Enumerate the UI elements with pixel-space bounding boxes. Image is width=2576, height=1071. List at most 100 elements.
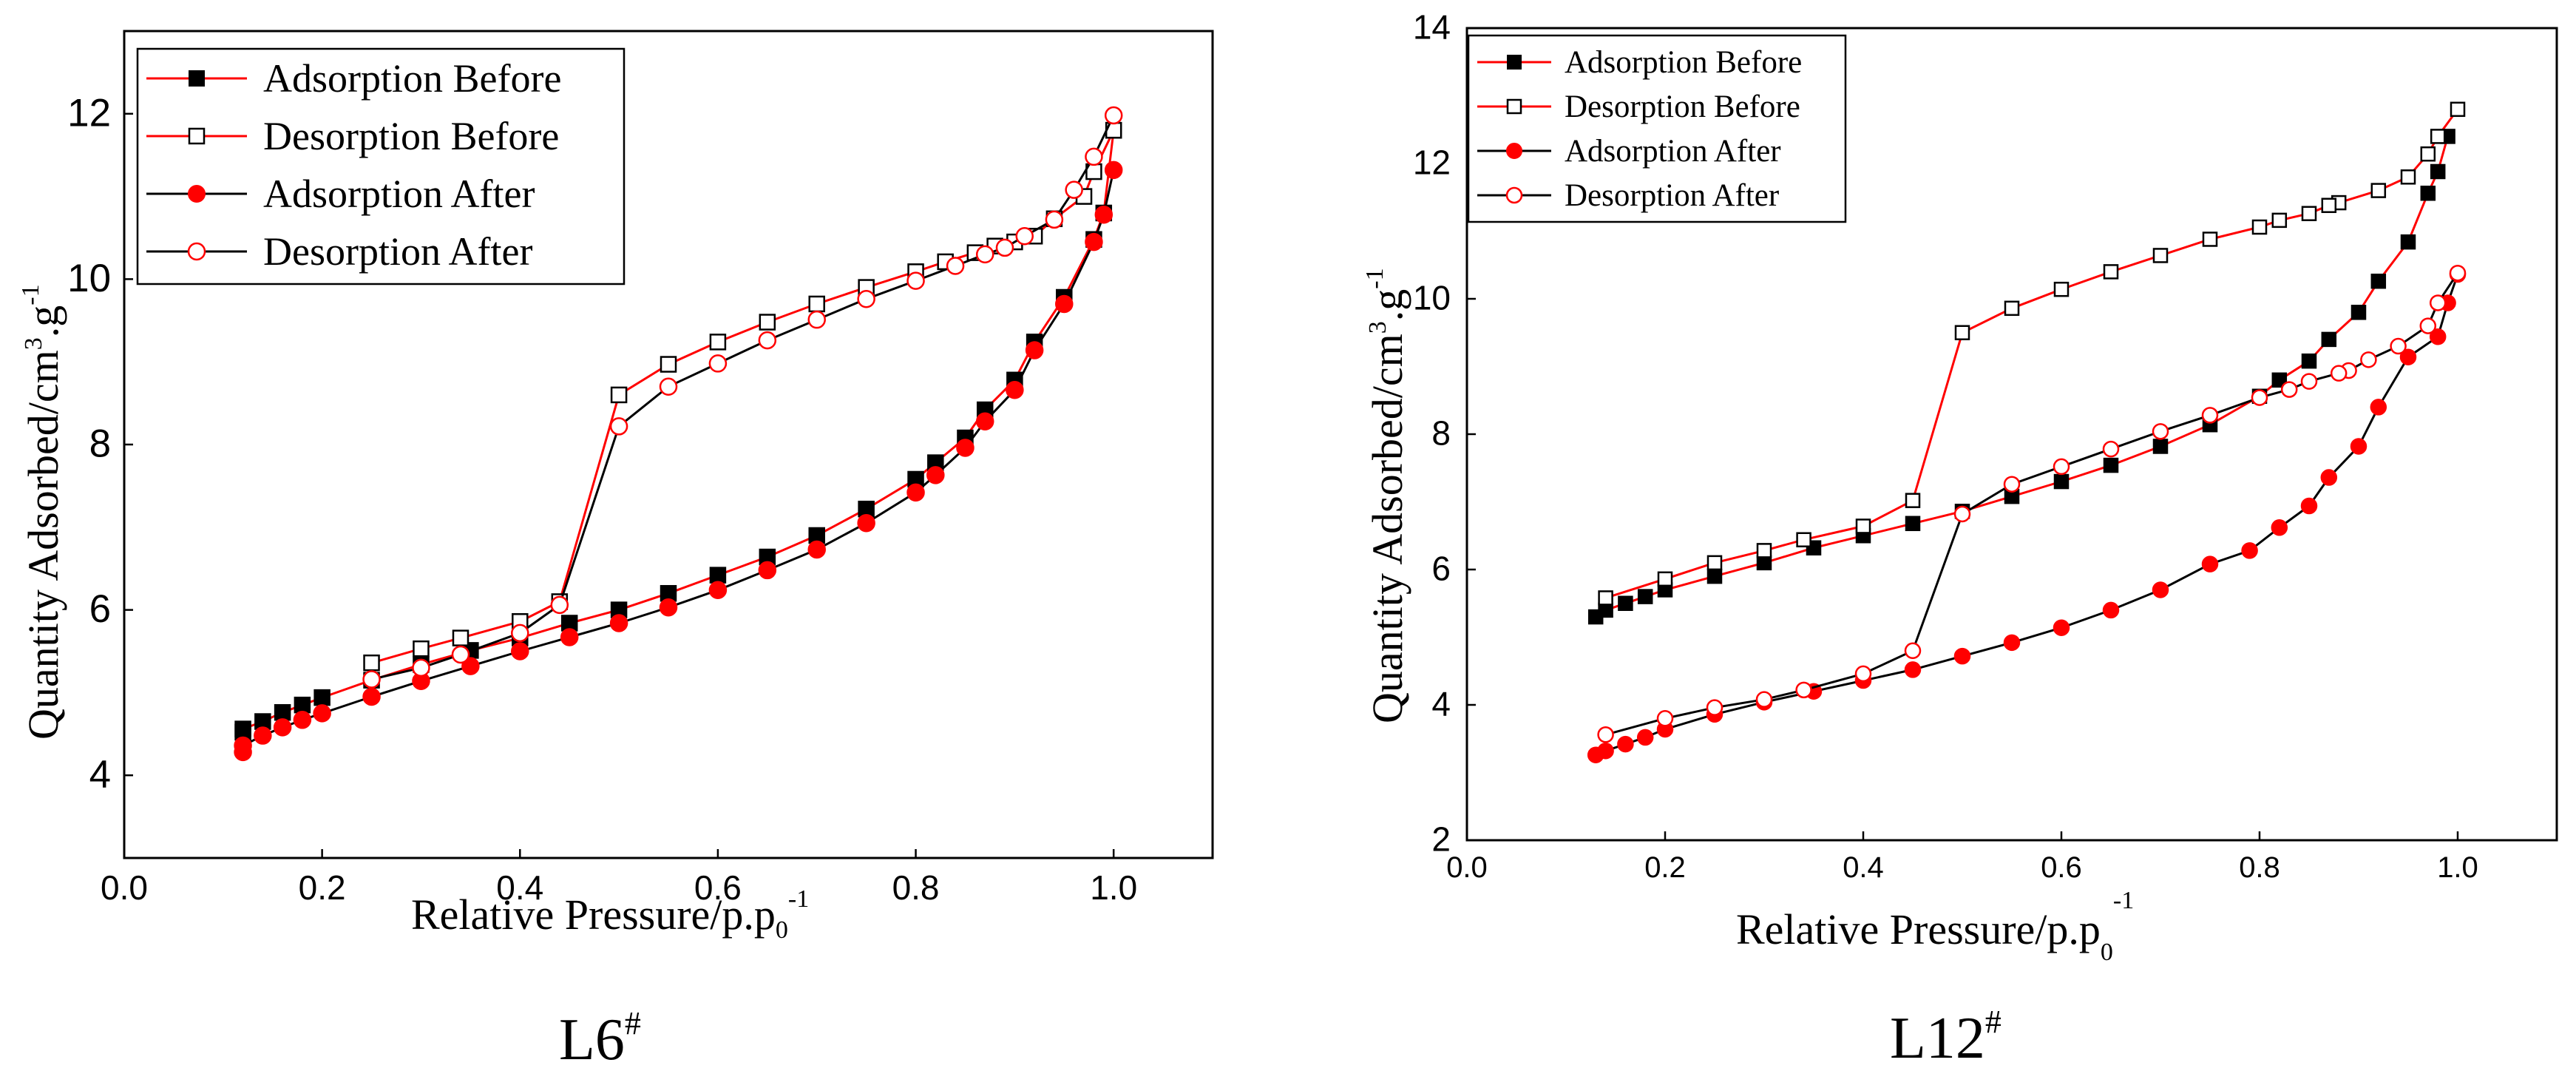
x-tick-label: 0.4 <box>1843 851 1884 884</box>
data-point <box>857 513 875 533</box>
data-point <box>1953 647 1971 665</box>
y-tick-label: 6 <box>89 587 111 631</box>
legend-entry: Desorption After <box>146 229 532 274</box>
data-point <box>2300 497 2318 515</box>
legend-entry: Adsorption Before <box>146 56 561 101</box>
legend-box <box>136 47 626 286</box>
series-layer <box>234 106 1123 762</box>
data-point <box>2053 473 2070 490</box>
data-point <box>975 245 994 264</box>
x-tick-label: 0.6 <box>2041 851 2082 884</box>
y-tick-label: 8 <box>1431 413 1451 452</box>
data-point <box>2419 317 2437 334</box>
data-point <box>1795 681 1812 699</box>
legend-label: Adsorption After <box>1565 134 1781 169</box>
data-point <box>659 377 678 396</box>
data-point <box>362 670 381 689</box>
data-point <box>1015 227 1034 246</box>
x-tick-label: 0.2 <box>1644 851 1686 884</box>
data-point <box>2003 476 2021 493</box>
data-point <box>2102 440 2120 458</box>
data-point <box>313 704 331 723</box>
y-tick-label: 10 <box>67 257 111 300</box>
legend: Adsorption Before Desorption Before Adso… <box>1467 34 1847 223</box>
data-point <box>709 334 727 351</box>
data-point <box>2152 248 2169 263</box>
data-point <box>2053 281 2070 297</box>
x-tick-label: 0.4 <box>496 868 543 907</box>
legend-marker-open-square <box>1506 98 1522 115</box>
data-point <box>2152 439 2169 454</box>
x-tick-label: 0.0 <box>101 868 148 907</box>
data-point <box>2429 294 2447 311</box>
y-tick-label: 4 <box>1431 684 1451 723</box>
data-point <box>926 466 945 484</box>
legend-box <box>1467 34 1847 223</box>
data-point <box>234 720 251 737</box>
legend-marker-open-circle <box>187 242 206 261</box>
data-point <box>2152 423 2169 440</box>
legend-label: Desorption Before <box>263 114 559 158</box>
data-point <box>2103 264 2119 280</box>
data-point <box>807 310 826 329</box>
y-tick-label: 12 <box>67 91 111 135</box>
data-point <box>1756 543 1772 558</box>
data-point <box>759 314 776 331</box>
data-point <box>1904 642 1922 660</box>
data-point <box>1706 699 1723 716</box>
series-layer <box>1587 101 2467 763</box>
data-point <box>1598 590 1613 606</box>
legend-label: Adsorption Before <box>1565 45 1802 80</box>
data-point <box>511 642 529 660</box>
data-point <box>452 629 470 646</box>
data-point <box>1637 589 1653 604</box>
panel-label: L6# <box>559 1005 641 1071</box>
data-point <box>2370 273 2387 289</box>
series-desorption-after <box>1597 264 2467 743</box>
data-point <box>2241 542 2258 559</box>
y-axis-label: Quantity Adsorbed/cm3.g-1 <box>17 284 67 740</box>
data-point <box>906 483 925 502</box>
data-point <box>2429 328 2447 345</box>
data-point <box>1706 555 1723 571</box>
legend-label: Adsorption After <box>263 172 535 216</box>
data-point <box>708 581 728 600</box>
data-point <box>1618 595 1633 611</box>
data-point <box>758 331 777 350</box>
data-point <box>1055 294 1074 314</box>
x-axis-label: Relative Pressure/p.p0-1 <box>1736 887 2134 966</box>
data-point <box>2360 351 2377 368</box>
series-adsorption-before <box>1587 129 2455 625</box>
x-tick-label: 0.2 <box>299 868 346 907</box>
data-point <box>413 640 430 658</box>
data-point <box>412 658 430 678</box>
data-point <box>362 687 381 706</box>
data-point <box>1617 735 1634 753</box>
data-point <box>1636 729 1654 746</box>
data-point <box>560 628 579 646</box>
data-point <box>1954 325 1970 340</box>
data-point <box>2152 581 2169 598</box>
data-point <box>1025 341 1044 359</box>
data-point <box>2321 197 2337 213</box>
y-ticks: 4 6 8 10 12 <box>67 91 133 797</box>
y-axis-label: Quantity Adsorbed/cm3.g-1 <box>1361 268 1411 723</box>
data-point <box>660 356 677 373</box>
data-point <box>2420 146 2436 162</box>
legend-marker-filled-square <box>1507 55 1522 70</box>
data-point <box>610 386 628 404</box>
data-point <box>451 645 470 664</box>
data-point <box>1905 516 1921 532</box>
legend: Adsorption Before Desorption Before Adso… <box>136 47 626 286</box>
data-point <box>234 736 252 755</box>
data-point <box>1855 518 1871 534</box>
chart-l6: 0.0 0.2 0.4 0.6 0.8 1.0 4 6 8 10 12 Adsorption Be… <box>17 30 1214 1071</box>
data-point <box>2004 300 2020 317</box>
data-point <box>2370 183 2387 198</box>
x-ticks: 0.0 0.2 0.4 0.6 0.8 1.0 <box>101 849 1137 907</box>
series-desorption-before <box>1598 101 2466 606</box>
legend-marker-open-square <box>188 127 206 145</box>
legend-label: Desorption After <box>263 229 532 274</box>
data-point <box>2350 438 2367 455</box>
